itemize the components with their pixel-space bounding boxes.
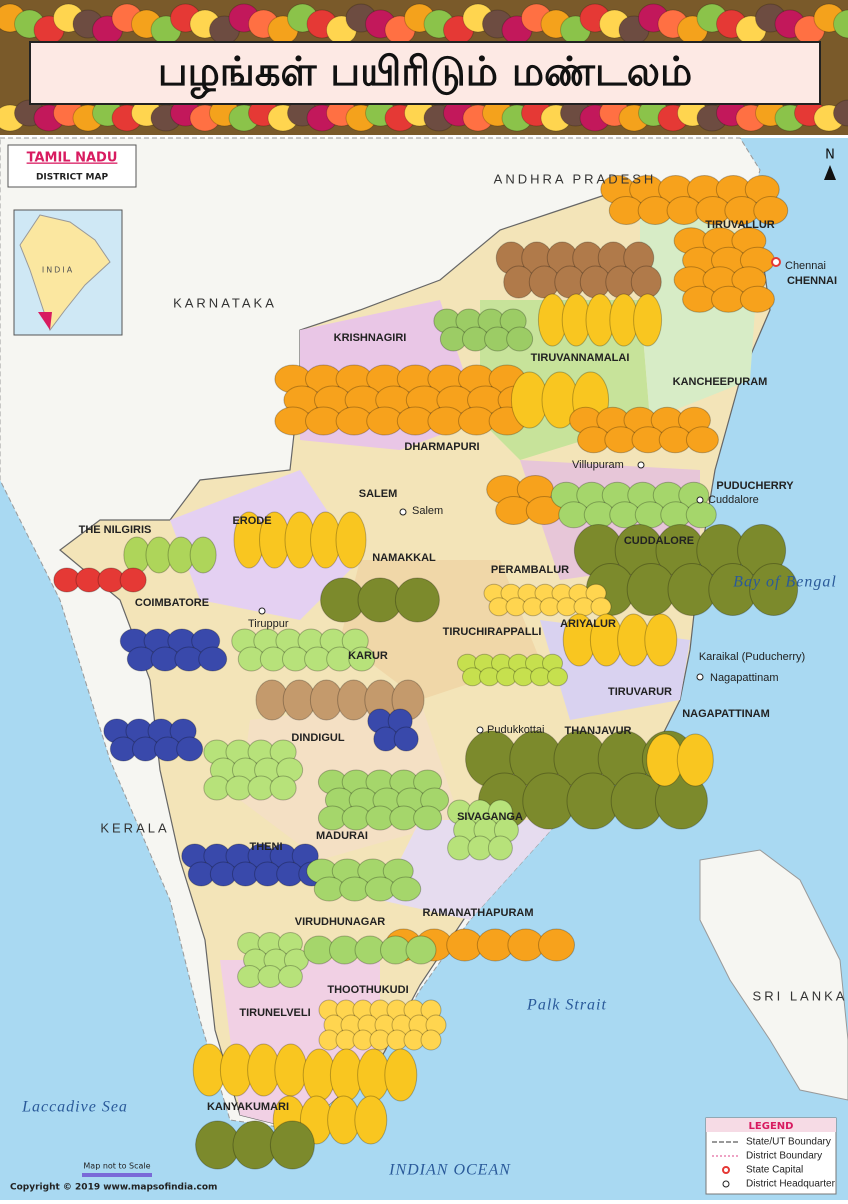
water-label: Bay of Bengal	[733, 574, 837, 591]
city-label: Pudukkottai	[487, 724, 544, 736]
district-label: NAMAKKAL	[372, 552, 436, 564]
state-label: ANDHRA PRADESH	[494, 171, 657, 186]
hq-marker	[638, 462, 644, 468]
state-label: KERALA	[100, 820, 169, 835]
water-label: INDIAN OCEAN	[388, 1162, 511, 1179]
fruit	[488, 836, 512, 860]
state-label: PUDUCHERRY	[716, 480, 794, 492]
scale-note: Map not to Scale	[83, 1162, 150, 1171]
city-label: Chennai	[785, 260, 826, 272]
fruit	[677, 734, 713, 786]
district-label: VIRUDHUNAGAR	[295, 916, 386, 928]
district-label: NAGAPATTINAM	[682, 708, 770, 720]
fruit	[394, 727, 418, 751]
fruit	[336, 512, 366, 568]
district-label: KARUR	[348, 650, 388, 662]
scale-bar	[82, 1173, 152, 1177]
fruit	[391, 877, 421, 901]
fruit	[395, 578, 439, 622]
fruit	[591, 598, 611, 616]
hq-marker	[400, 509, 406, 515]
district-label: SALEM	[359, 488, 398, 500]
fruit	[414, 806, 442, 830]
district-label: THOOTHUKUDI	[327, 984, 408, 996]
district-label: SIVAGANGA	[457, 811, 523, 823]
district-label: TIRUVALLUR	[705, 219, 775, 231]
district-label: KANCHEEPURAM	[673, 376, 768, 388]
water-label: Laccadive Sea	[21, 1099, 128, 1116]
fruit	[355, 1096, 387, 1144]
district-label: THENI	[250, 841, 283, 853]
inset-country: INDIA	[42, 266, 74, 275]
state-label: SRI LANKA	[753, 988, 848, 1003]
state-label: Karaikal (Puducherry)	[699, 651, 805, 663]
fruit	[740, 286, 774, 312]
district-label: MADURAI	[316, 830, 368, 842]
hq-marker	[477, 727, 483, 733]
fruit	[507, 327, 533, 351]
district-label: ARIYALUR	[560, 618, 616, 630]
legend-symbol	[723, 1181, 729, 1187]
district-label: TIRUNELVELI	[239, 1007, 310, 1019]
fruit	[190, 537, 216, 573]
district-label: KANYAKUMARI	[207, 1101, 289, 1113]
fruit	[686, 427, 718, 453]
district-label: THE NILGIRIS	[79, 524, 152, 536]
city-label: Villupuram	[572, 459, 624, 471]
city-label: Salem	[412, 505, 443, 517]
legend-item: District Headquarter	[746, 1179, 836, 1190]
fruit	[120, 568, 146, 592]
fruit	[421, 1030, 441, 1050]
district-label: TIRUCHIRAPPALLI	[443, 626, 542, 638]
district-label: DHARMAPURI	[404, 441, 479, 453]
water-label: Palk Strait	[526, 997, 607, 1014]
state-label: KARNATAKA	[173, 295, 277, 310]
fruit	[634, 294, 662, 346]
inset-subtitle: DISTRICT MAP	[36, 173, 109, 183]
legend-item: District Boundary	[746, 1151, 822, 1162]
district-label: ERODE	[232, 515, 271, 527]
hq-marker	[697, 497, 703, 503]
fruit	[199, 647, 227, 671]
legend-title: LEGEND	[749, 1121, 794, 1132]
fruit	[548, 668, 568, 686]
district-label: RAMANATHAPURAM	[422, 907, 533, 919]
hq-marker	[697, 674, 703, 680]
district-label: DINDIGUL	[291, 732, 344, 744]
fruit	[631, 266, 661, 298]
inset-title: TAMIL NADU	[27, 151, 118, 166]
legend-item: State Capital	[746, 1165, 803, 1176]
fruit	[270, 776, 296, 800]
city-label: Tiruppur	[248, 618, 289, 630]
city-label: Nagapattinam	[710, 672, 779, 684]
fruit	[385, 1049, 417, 1101]
fruit	[177, 737, 203, 761]
compass-label: N	[825, 148, 835, 163]
fruit	[406, 936, 436, 964]
copyright: Copyright © 2019 www.mapsofindia.com	[10, 1183, 217, 1193]
fruit	[270, 1121, 314, 1169]
district-label: TIRUVANNAMALAI	[531, 352, 630, 364]
city-label: Cuddalore	[708, 494, 759, 506]
fruit	[275, 1044, 307, 1096]
district-label: KRISHNAGIRI	[334, 332, 407, 344]
district-label: PERAMBALUR	[491, 564, 569, 576]
state-capital-marker	[772, 258, 780, 266]
district-label: COIMBATORE	[135, 597, 209, 609]
legend-symbol	[723, 1167, 729, 1173]
title: பழங்கள் பயிரிடும் மண்டலம்	[158, 49, 692, 99]
legend-item: State/UT Boundary	[746, 1137, 831, 1148]
district-label: TIRUVARUR	[608, 686, 672, 698]
fruit	[539, 929, 575, 961]
hq-marker	[259, 608, 265, 614]
fruit	[645, 614, 677, 666]
district-label: THANJAVUR	[564, 725, 631, 737]
fruit	[278, 966, 302, 988]
district-label: CUDDALORE	[624, 535, 694, 547]
district-label: CHENNAI	[787, 275, 837, 287]
